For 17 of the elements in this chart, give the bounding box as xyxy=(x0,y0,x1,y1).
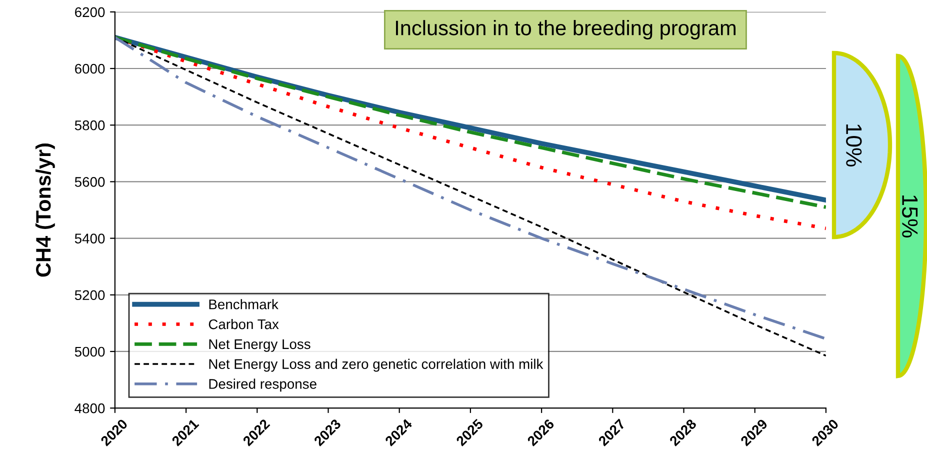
legend-label: Net Energy Loss and zero genetic correlation with milk xyxy=(209,358,544,372)
y-axis-title: CH4 (Tons/yr) xyxy=(35,144,55,277)
legend-label: Benchmark xyxy=(209,299,278,310)
y-tick-label: 6200 xyxy=(75,7,105,18)
legend-label: Net Energy Loss xyxy=(209,339,310,352)
y-tick-label: 6000 xyxy=(75,64,105,74)
y-tick-label: 5000 xyxy=(74,346,105,357)
y-tick-label: 5600 xyxy=(74,177,105,187)
text: 10% xyxy=(846,124,862,166)
y-tick-label: 5200 xyxy=(74,290,105,300)
y-tick-label: 4800 xyxy=(74,403,105,414)
legend-label: Carbon Tax xyxy=(208,318,279,330)
y-tick-label: 5400 xyxy=(74,234,105,244)
y-tick-label: 5800 xyxy=(74,120,105,130)
legend-label: Desired response xyxy=(209,378,316,392)
text: 15% xyxy=(902,195,918,238)
chart-title: Inclussion in to the breeding program xyxy=(396,20,736,40)
